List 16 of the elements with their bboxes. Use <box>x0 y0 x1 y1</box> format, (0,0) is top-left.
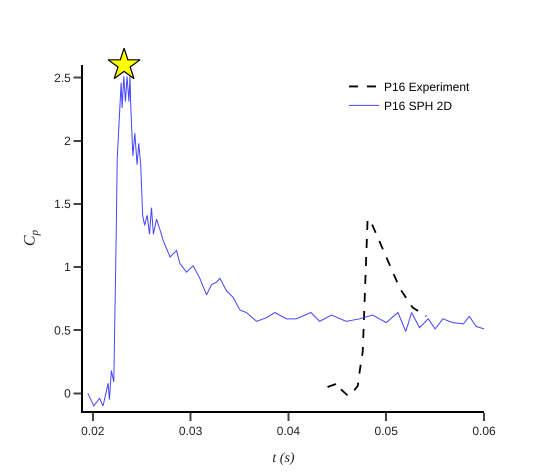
legend-label: P16 Experiment <box>384 80 470 94</box>
line-series <box>87 76 484 406</box>
x-tick-label: 0.03 <box>178 424 203 438</box>
line-series <box>326 218 428 397</box>
x-tick-label: 0.05 <box>374 424 398 438</box>
x-axis-title: t (s) <box>272 450 295 466</box>
y-tick-label: 1 <box>64 260 72 274</box>
y-tick-label: 2 <box>64 134 72 148</box>
x-tick-label: 0.02 <box>81 424 105 438</box>
y-tick-label: 0 <box>64 386 72 401</box>
x-tick-label: 0.06 <box>472 424 496 438</box>
y-tick-label: 1.5 <box>54 197 72 212</box>
legend-label: P16 SPH 2D <box>384 99 452 114</box>
y-tick-label: 2.5 <box>54 70 72 85</box>
y-tick-label: 0.5 <box>54 323 72 338</box>
x-tick-label: 0.04 <box>276 424 300 438</box>
